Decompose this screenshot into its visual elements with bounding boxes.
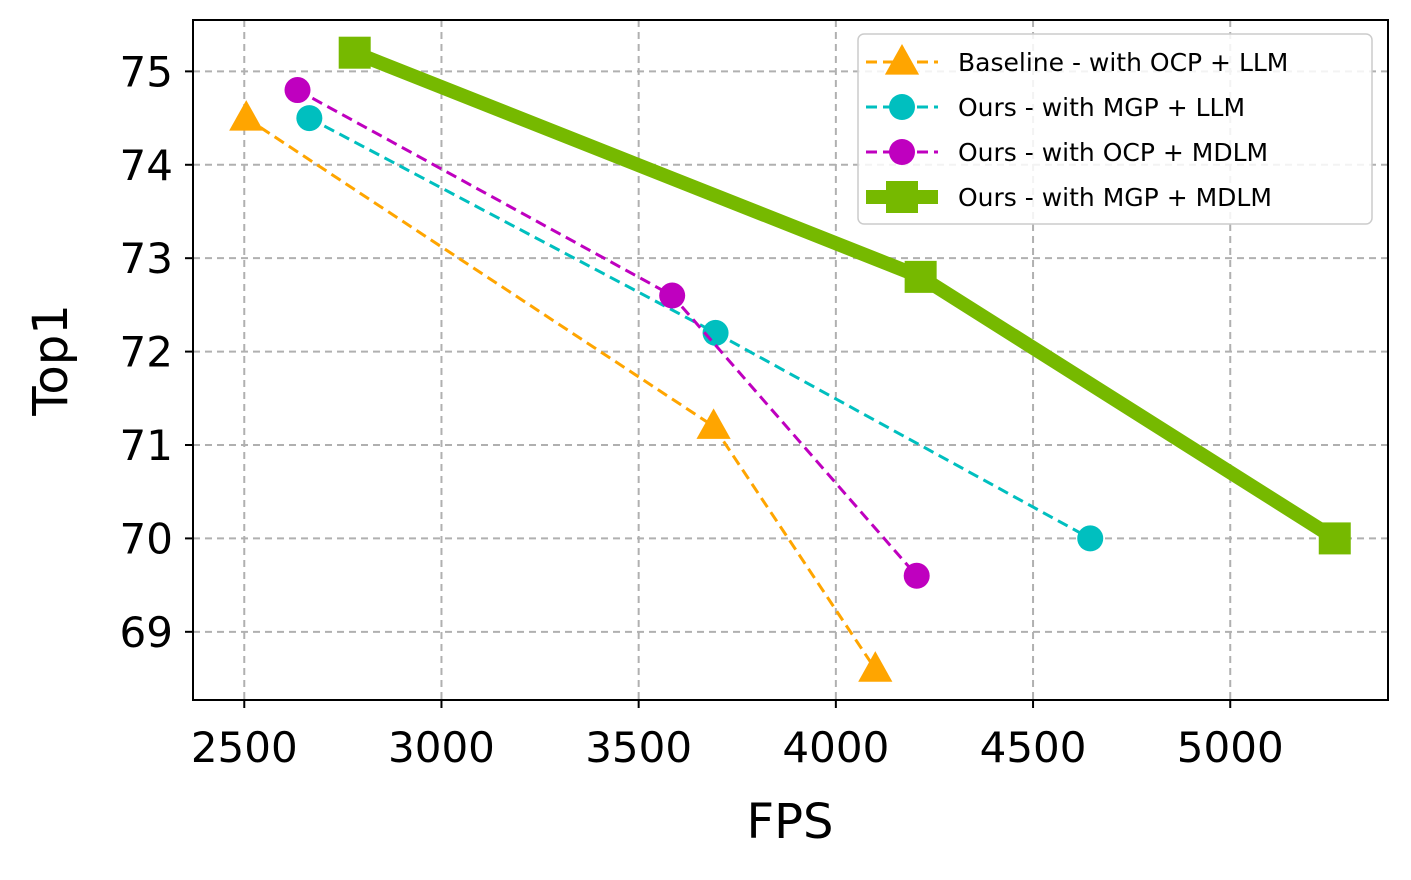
series-2 — [296, 105, 1104, 552]
legend-label: Baseline - with OCP + LLM — [958, 48, 1288, 77]
y-axis-title: Top1 — [23, 304, 79, 417]
x-tick-label: 3500 — [585, 723, 692, 772]
y-tick-label: 71 — [120, 421, 173, 470]
data-point — [659, 282, 686, 309]
data-point — [696, 408, 731, 439]
x-axis-title: FPS — [746, 794, 833, 850]
series-4 — [338, 36, 1351, 555]
x-tick-label: 3000 — [388, 723, 495, 772]
series-line — [245, 116, 877, 671]
series-1 — [229, 100, 893, 682]
data-point — [903, 562, 930, 589]
legend-marker — [884, 44, 920, 75]
x-tick-label: 4500 — [980, 723, 1087, 772]
legend-marker — [889, 139, 915, 165]
legend-label: Ours - with OCP + MDLM — [958, 138, 1268, 167]
data-point — [296, 105, 323, 132]
data-point — [858, 651, 893, 682]
legend-label: Ours - with MGP + LLM — [958, 93, 1245, 122]
legend-marker — [886, 181, 918, 213]
x-tick-label: 2500 — [191, 723, 298, 772]
x-tick-label: 5000 — [1177, 723, 1284, 772]
plot-frame — [192, 19, 1389, 701]
series-group — [229, 36, 1351, 682]
data-point — [904, 260, 937, 293]
legend-label: Ours - with MGP + MDLM — [958, 183, 1272, 212]
series-3 — [284, 77, 930, 589]
data-point — [284, 77, 311, 104]
y-tick-label: 74 — [120, 141, 173, 190]
y-tick-label: 73 — [120, 234, 173, 283]
legend-entry: Ours - with MGP + MDLM — [866, 181, 1272, 213]
legend-marker — [889, 94, 915, 120]
legend: Baseline - with OCP + LLM Ours - with MGP… — [857, 33, 1373, 225]
legend-entry: Ours - with MGP + LLM — [866, 93, 1245, 122]
y-tick-label: 75 — [120, 47, 173, 96]
legend-entry: Ours - with OCP + MDLM — [866, 138, 1268, 167]
data-point — [338, 36, 371, 69]
y-tick-label: 69 — [120, 608, 173, 657]
y-tick-label: 72 — [120, 328, 173, 377]
ticks: 2500 3000 3500 4000 4500 5000 69 70 71 72 73 74 75 — [120, 47, 1284, 772]
data-point — [1318, 522, 1351, 555]
legend-frame — [857, 33, 1373, 225]
legend-entries: Baseline - with OCP + LLM Ours - with MGP… — [866, 44, 1288, 213]
legend-entry: Baseline - with OCP + LLM — [866, 44, 1288, 77]
x-tick-label: 4000 — [782, 723, 889, 772]
data-point — [1077, 525, 1104, 552]
y-tick-label: 70 — [120, 514, 173, 563]
grid — [193, 20, 1388, 700]
data-point — [229, 100, 264, 131]
